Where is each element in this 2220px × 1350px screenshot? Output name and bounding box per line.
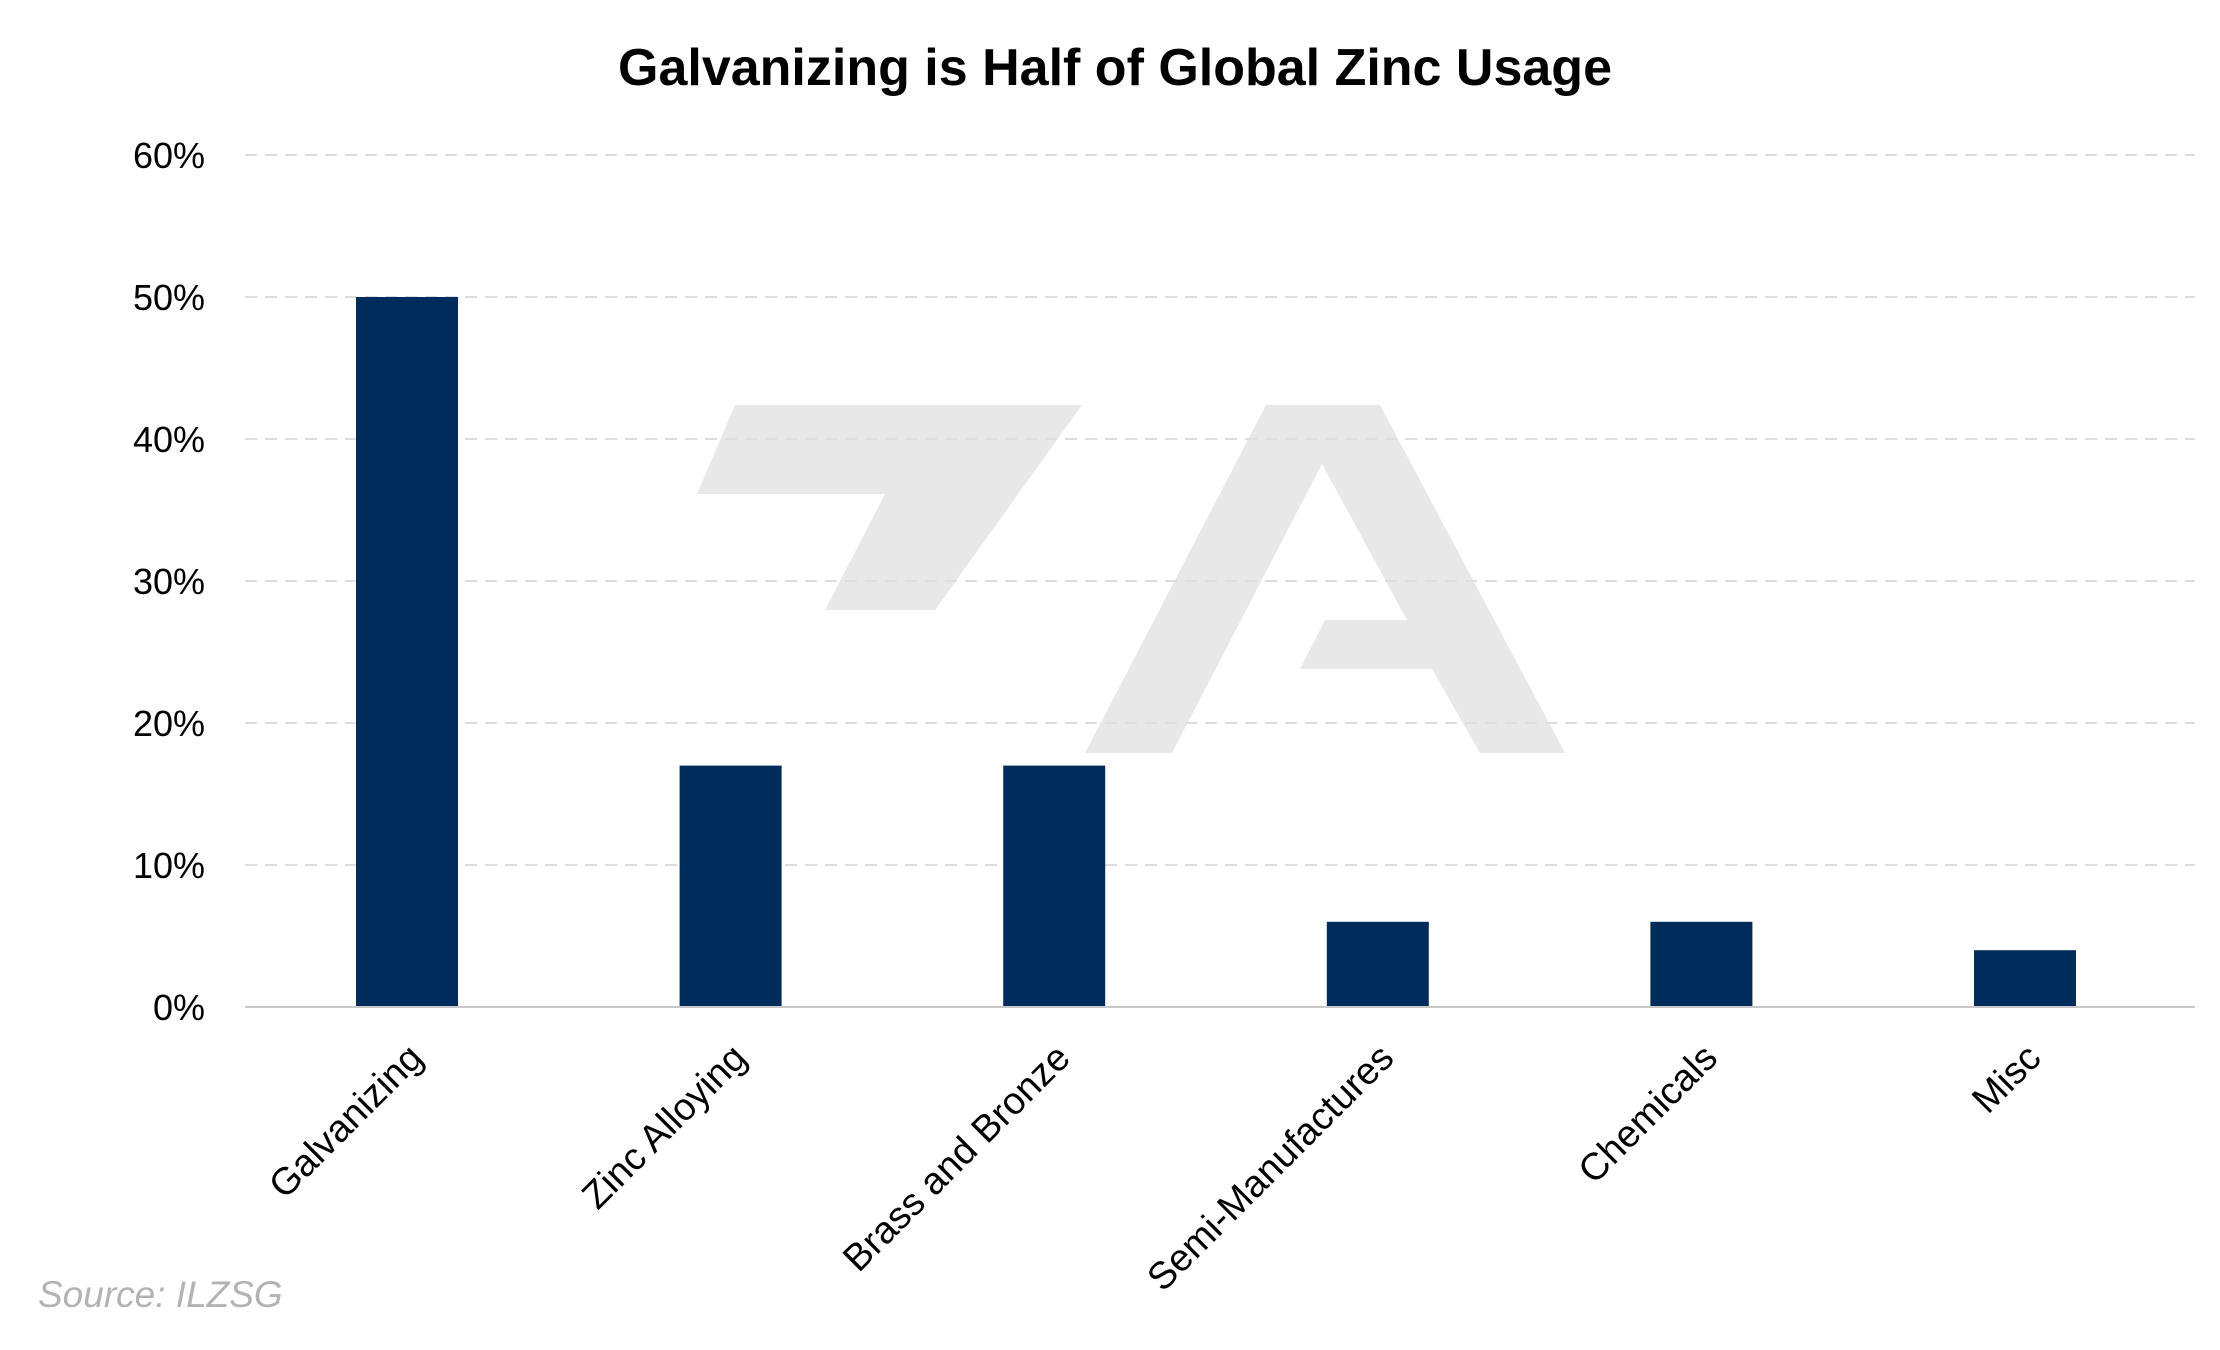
bar-misc (1974, 950, 2076, 1007)
x-axis-ticks: Galvanizing Zinc Alloying Brass and Bronze… (261, 1037, 2049, 1300)
bar-semi-manufactures (1326, 921, 1429, 1007)
x-tick-label: Galvanizing (261, 1037, 431, 1207)
y-axis-ticks: 0% 10% 20% 30% 40% 50% 60% (133, 135, 205, 1028)
x-tick-label: Brass and Bronze (835, 1037, 1078, 1280)
bar-brass-and-bronze (1003, 765, 1106, 1007)
source-note: Source: ILZSG (38, 1274, 283, 1315)
y-tick-label: 10% (133, 845, 205, 886)
y-tick-label: 0% (153, 987, 205, 1028)
bar-chemicals (1650, 921, 1753, 1007)
x-tick-label: Semi-Manufactures (1139, 1037, 1402, 1300)
y-tick-label: 30% (133, 561, 205, 602)
bar-galvanizing (356, 297, 458, 1007)
x-tick-label: Misc (1964, 1037, 2049, 1122)
y-tick-label: 50% (133, 277, 205, 318)
gridlines (245, 154, 2195, 866)
bar-zinc-alloying (679, 765, 782, 1007)
y-tick-label: 20% (133, 703, 205, 744)
bars (356, 297, 2076, 1007)
watermark-logo (697, 405, 1565, 753)
x-tick-label: Zinc Alloying (574, 1037, 755, 1218)
chart-title: Galvanizing is Half of Global Zinc Usage (618, 39, 1612, 97)
y-tick-label: 40% (133, 419, 205, 460)
x-tick-label: Chemicals (1571, 1037, 1726, 1192)
y-tick-label: 60% (133, 135, 205, 176)
